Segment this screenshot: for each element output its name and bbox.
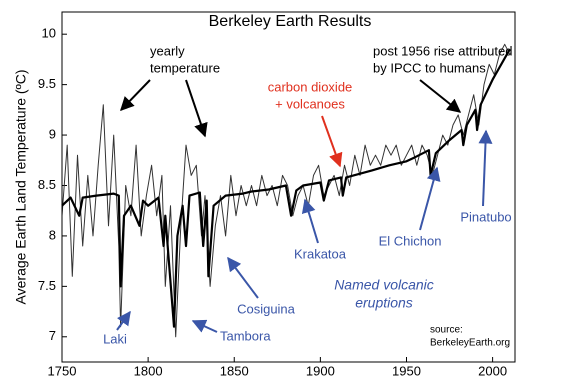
annotation-arrow [301, 198, 319, 244]
annotation: source: [430, 325, 463, 336]
annotation: by IPCC to humans [373, 60, 486, 75]
chart-title: Berkeley Earth Results [209, 13, 372, 30]
annotation-arrow [227, 256, 259, 299]
annotation-arrow [116, 310, 131, 331]
annotation-arrow [191, 319, 218, 333]
y-tick-label: 7 [49, 328, 56, 343]
x-tick-label: 1750 [48, 363, 77, 378]
annotation: Named volcanic [334, 277, 434, 293]
annotation-arrow [321, 115, 343, 168]
annotation-arrow [120, 79, 151, 112]
series-line [61, 48, 511, 328]
y-tick-label: 7.5 [38, 278, 56, 293]
x-tick-label: 1900 [306, 363, 335, 378]
annotation-arrow [419, 166, 441, 231]
annotation: temperature [150, 60, 220, 75]
annotation-arrow [478, 129, 493, 207]
x-tick-label: 1800 [134, 363, 163, 378]
y-axis-label: Average Earth Land Temperature (ºC) [13, 70, 29, 305]
annotation: yearly [150, 43, 185, 58]
annotation: post 1956 rise attributed [373, 43, 512, 58]
y-tick-label: 9.5 [38, 76, 56, 91]
annotation: Laki [103, 331, 127, 346]
annotation: Krakatoa [294, 246, 347, 261]
annotation: eruptions [355, 295, 413, 311]
x-tick-label: 2000 [478, 363, 507, 378]
y-tick-label: 10 [42, 26, 56, 41]
annotation: El Chichon [379, 233, 442, 248]
annotation: + volcanoes [275, 96, 345, 111]
annotation: Pinatubo [460, 209, 511, 224]
y-tick-label: 8.5 [38, 177, 56, 192]
y-tick-label: 8 [49, 227, 56, 242]
annotation-arrow [419, 79, 462, 113]
annotation: BerkeleyEarth.org [430, 338, 510, 349]
annotation: carbon dioxide [268, 79, 353, 94]
annotation: Cosiguina [237, 301, 296, 316]
y-tick-label: 9 [49, 126, 56, 141]
x-tick-label: 1950 [392, 363, 421, 378]
annotation: Tambora [220, 328, 271, 343]
plot-frame [61, 11, 516, 363]
annotation-arrow [185, 79, 208, 138]
x-tick-label: 1850 [220, 363, 249, 378]
